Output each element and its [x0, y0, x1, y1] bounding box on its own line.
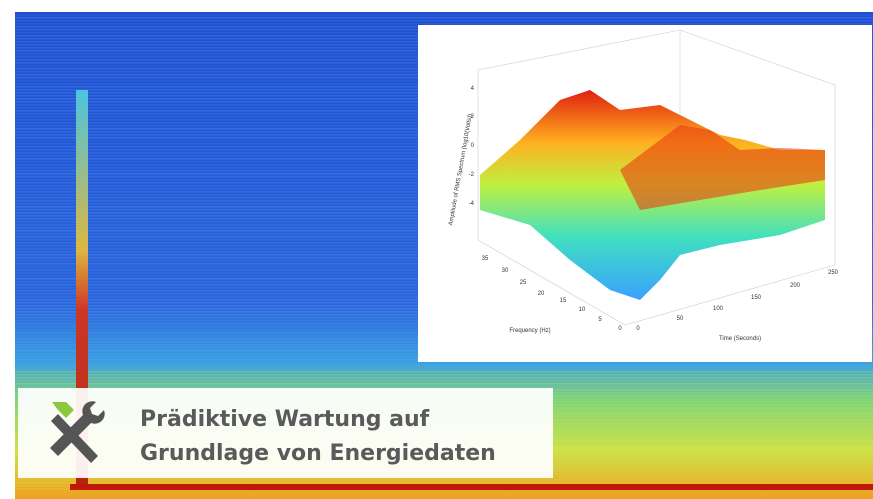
noise-band [15, 482, 873, 484]
noise-band [15, 479, 873, 481]
caption-line: Grundlage von Energiedaten [140, 441, 496, 466]
noise-band [15, 383, 873, 385]
x-tick-label: 30 [502, 268, 509, 274]
noise-band [15, 14, 873, 16]
z-axis-label: Time (Seconds) [719, 336, 761, 342]
x-tick-label: 10 [579, 307, 586, 313]
x-tick-label: 25 [520, 280, 527, 286]
noise-band [15, 23, 873, 25]
noise-band [15, 374, 873, 376]
z-tick-label: 50 [677, 316, 684, 322]
noise-band [15, 368, 873, 370]
noise-band [15, 380, 873, 382]
noise-band [15, 371, 873, 373]
noise-band [15, 17, 873, 19]
noise-band [15, 365, 873, 367]
x-tick-label: 20 [538, 291, 545, 297]
z-tick-label: 250 [828, 270, 839, 276]
banner: 420-2-435302520151050050100150200250 Amp… [0, 0, 873, 499]
y-tick-label: -4 [469, 201, 475, 207]
x-tick-label: 35 [482, 256, 489, 262]
noise-band [15, 20, 873, 22]
x-axis-label: Frequency (Hz) [509, 328, 550, 334]
z-tick-label: 200 [790, 283, 801, 289]
z-tick-label: 150 [751, 295, 762, 301]
z-tick-label: 100 [713, 306, 724, 312]
caption-line: Prädiktive Wartung auf [140, 407, 430, 432]
noise-band [15, 377, 873, 379]
y-tick-label: -2 [469, 172, 475, 178]
noise-band [15, 362, 873, 364]
page: 420-2-435302520151050050100150200250 Amp… [0, 0, 873, 499]
x-tick-label: 15 [560, 298, 567, 304]
noise-band [15, 386, 873, 388]
spectrogram-line [70, 484, 873, 490]
caption-box: Prädiktive Wartung auf Grundlage von Ene… [18, 388, 553, 478]
